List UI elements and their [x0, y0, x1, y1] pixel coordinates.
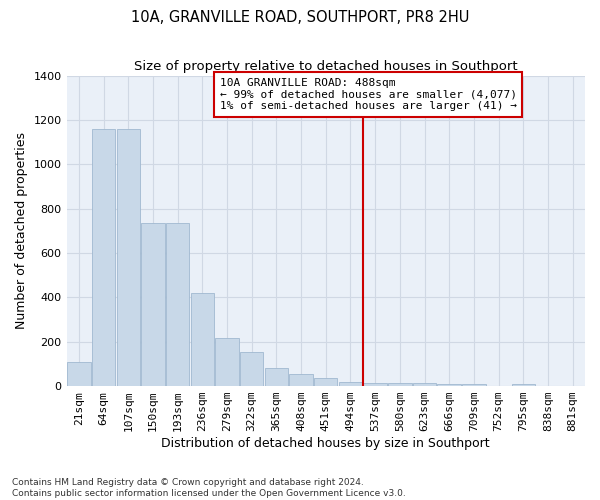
Bar [437, 384, 461, 386]
Bar [215, 338, 239, 386]
Bar [462, 384, 485, 386]
Title: Size of property relative to detached houses in Southport: Size of property relative to detached ho… [134, 60, 518, 73]
Text: 10A, GRANVILLE ROAD, SOUTHPORT, PR8 2HU: 10A, GRANVILLE ROAD, SOUTHPORT, PR8 2HU [131, 10, 469, 25]
Bar [289, 374, 313, 386]
Bar [141, 223, 164, 386]
Bar [512, 384, 535, 386]
Bar [314, 378, 337, 386]
Bar [166, 223, 190, 386]
Text: 10A GRANVILLE ROAD: 488sqm
← 99% of detached houses are smaller (4,077)
1% of se: 10A GRANVILLE ROAD: 488sqm ← 99% of deta… [220, 78, 517, 111]
Bar [388, 384, 412, 386]
X-axis label: Distribution of detached houses by size in Southport: Distribution of detached houses by size … [161, 437, 490, 450]
Bar [67, 362, 91, 386]
Bar [364, 383, 387, 386]
Bar [92, 129, 115, 386]
Bar [240, 352, 263, 386]
Bar [413, 384, 436, 386]
Bar [191, 293, 214, 386]
Y-axis label: Number of detached properties: Number of detached properties [15, 132, 28, 330]
Bar [265, 368, 288, 386]
Text: Contains HM Land Registry data © Crown copyright and database right 2024.
Contai: Contains HM Land Registry data © Crown c… [12, 478, 406, 498]
Bar [339, 382, 362, 386]
Bar [116, 129, 140, 386]
